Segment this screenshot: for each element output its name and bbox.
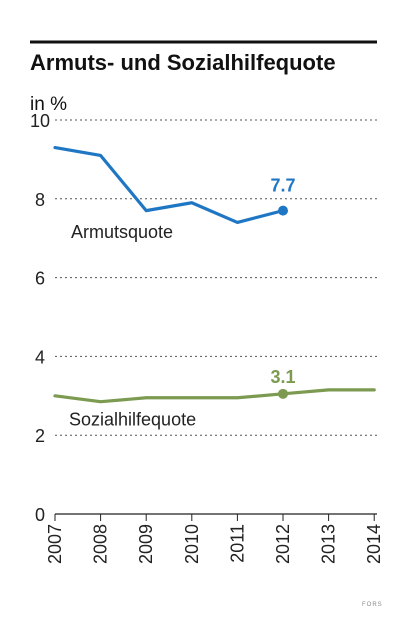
data-label: 3.1 (270, 367, 295, 387)
x-tick-label: 2008 (91, 524, 111, 564)
x-tick-label: 2013 (319, 524, 339, 564)
y-axis-ticks: 0 2 4 6 8 10 (30, 111, 50, 525)
series-name-label: Sozialhilfequote (69, 409, 196, 429)
credit-logo: FORS (362, 602, 383, 608)
y-tick-label: 4 (35, 347, 45, 367)
y-tick-label: 10 (30, 111, 50, 131)
y-tick-label: 0 (35, 505, 45, 525)
y-tick-label: 2 (35, 426, 45, 446)
x-tick-label: 2012 (273, 524, 293, 564)
series-line-2 (53, 388, 376, 404)
series-name-label: Armutsquote (71, 222, 173, 242)
x-axis-ticks: 2007 2008 2009 2010 2011 2012 2013 2014 (45, 514, 384, 564)
x-tick-label: 2011 (227, 524, 247, 563)
highlight-point (278, 388, 288, 399)
data-label: 7.7 (270, 176, 295, 196)
series: Armutsquote 7.7 Sozialhilfequote 3.1 (53, 145, 376, 429)
x-tick-label: 2014 (364, 524, 384, 564)
chart-title: Armuts- und Sozialhilfequote (30, 50, 336, 75)
x-tick-label: 2010 (182, 524, 202, 564)
x-tick-label: 2007 (45, 524, 65, 564)
highlight-point (278, 205, 288, 216)
y-unit-label: in % (30, 94, 67, 115)
y-tick-label: 8 (35, 190, 45, 210)
y-tick-label: 6 (35, 269, 45, 289)
x-tick-label: 2009 (136, 524, 156, 564)
grid (55, 119, 377, 515)
series-line-1 (53, 145, 285, 225)
